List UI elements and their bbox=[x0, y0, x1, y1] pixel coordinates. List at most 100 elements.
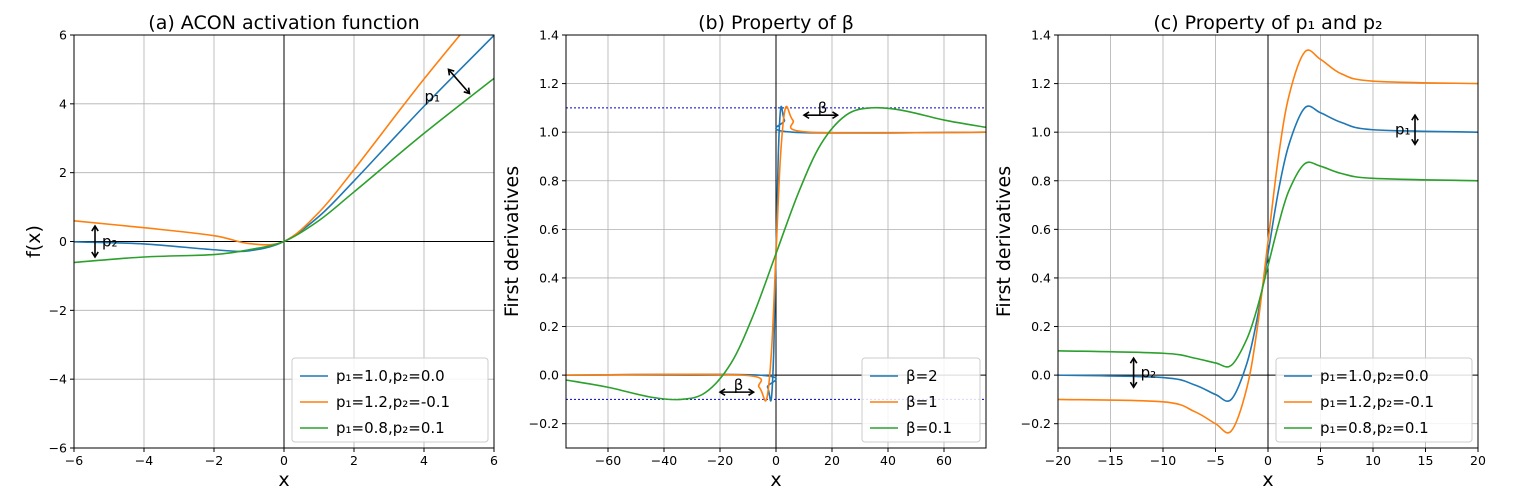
y-tick-label: 0.6 bbox=[1031, 222, 1051, 237]
x-tick-label: −4 bbox=[135, 453, 153, 468]
x-tick-label: 6 bbox=[490, 453, 498, 468]
legend: p₁=1.0,p₂=0.0 p₁=1.2,p₂=-0.1 p₁=0.8,p₂=0.1 bbox=[1275, 357, 1473, 443]
y-axis-label: First derivatives bbox=[501, 166, 523, 317]
x-tick-label: −6 bbox=[65, 453, 83, 468]
series-line-3 bbox=[1058, 161, 1478, 368]
x-tick-label: −5 bbox=[1206, 453, 1224, 468]
legend-box bbox=[861, 357, 981, 443]
legend-label: p₁=0.8,p₂=0.1 bbox=[1320, 419, 1429, 437]
x-tick-label: −20 bbox=[707, 453, 733, 468]
legend-box bbox=[1275, 357, 1473, 443]
y-tick-label: −4 bbox=[49, 372, 67, 387]
x-tick-label: −40 bbox=[651, 453, 677, 468]
y-tick-label: 1.4 bbox=[539, 28, 559, 43]
y-tick-label: 1.2 bbox=[1031, 76, 1051, 91]
x-tick-label: 10 bbox=[1365, 453, 1381, 468]
annotation-arrow-head-start bbox=[447, 68, 455, 76]
annotation-arrow-head-end bbox=[832, 111, 840, 120]
annotation-arrow-head-start bbox=[802, 111, 810, 120]
series-line-1 bbox=[1058, 105, 1478, 402]
legend-box bbox=[291, 357, 489, 443]
annotation-arrow-head-end bbox=[1129, 381, 1138, 389]
x-tick-label: −60 bbox=[595, 453, 621, 468]
y-tick-label: 0.2 bbox=[539, 319, 559, 334]
x-tick-label: 40 bbox=[880, 453, 896, 468]
y-tick-label: 0.6 bbox=[539, 222, 559, 237]
chart-title: (a) ACON activation function bbox=[148, 12, 419, 34]
y-tick-label: 4 bbox=[59, 96, 67, 111]
annotation-arrow bbox=[447, 68, 471, 95]
annotation-arrow-head-end bbox=[1411, 138, 1419, 146]
y-axis-label: First derivatives bbox=[993, 166, 1015, 317]
x-axis-label: x bbox=[770, 469, 781, 491]
x-tick-label: 15 bbox=[1418, 453, 1434, 468]
legend-label: p₁=1.0,p₂=0.0 bbox=[336, 367, 445, 385]
x-axis-label: x bbox=[1262, 469, 1273, 491]
series-line-3 bbox=[74, 77, 494, 264]
x-tick-label: 20 bbox=[1470, 453, 1486, 468]
legend-label: β=2 bbox=[906, 367, 938, 385]
x-tick-label: −2 bbox=[205, 453, 223, 468]
chart-title: (b) Property of β bbox=[698, 12, 854, 34]
x-tick-label: −10 bbox=[1150, 453, 1176, 468]
y-tick-label: 0.0 bbox=[539, 368, 559, 383]
chart-panel-2: −60 −40 −20 0 20 40 60 −0.2 0.0 0.2 0.4 0.6 0.8 1.0 1.… bbox=[501, 12, 987, 491]
annotation-2: p₁ bbox=[1395, 113, 1419, 146]
annotation-label: p₁ bbox=[1395, 121, 1411, 139]
annotation-arrow-head-start bbox=[1129, 356, 1138, 364]
y-tick-label: 2 bbox=[59, 165, 67, 180]
annotation-arrow-head-start bbox=[1411, 113, 1419, 121]
annotation-label: p₂ bbox=[102, 233, 118, 251]
annotation-2: p₁ bbox=[425, 68, 471, 106]
series-line-2 bbox=[1058, 49, 1478, 434]
annotation-label: β bbox=[734, 376, 744, 394]
y-tick-label: 0.8 bbox=[539, 173, 559, 188]
legend-label: p₁=1.2,p₂=-0.1 bbox=[1320, 393, 1434, 411]
annotation-arrow-head-end bbox=[463, 87, 471, 95]
x-tick-label: 0 bbox=[772, 453, 780, 468]
y-tick-label: 0.4 bbox=[539, 270, 559, 285]
chart-panel-3: −20 −15 −10 −5 0 5 10 15 20 −0.2 0.0 0.2 0.4 0.6 0.8 1.… bbox=[993, 12, 1486, 491]
legend-label: p₁=1.0,p₂=0.0 bbox=[1320, 367, 1429, 385]
y-tick-label: 1.0 bbox=[1031, 125, 1051, 140]
y-tick-label: 1.0 bbox=[539, 125, 559, 140]
y-tick-label: 1.2 bbox=[539, 76, 559, 91]
y-tick-label: −0.2 bbox=[529, 416, 559, 431]
annotation-arrow-head-end bbox=[748, 388, 756, 397]
chart-title: (c) Property of p₁ and p₂ bbox=[1153, 12, 1382, 34]
annotation-2: β bbox=[802, 99, 840, 120]
legend-label: β=0.1 bbox=[906, 419, 952, 437]
annotation-arrow-head-end bbox=[91, 251, 99, 259]
x-tick-label: 4 bbox=[420, 453, 428, 468]
x-tick-label: 0 bbox=[1264, 453, 1272, 468]
y-axis-label: f(x) bbox=[23, 225, 45, 258]
y-tick-label: 0.8 bbox=[1031, 173, 1051, 188]
chart-panel-1: −6 −4 −2 0 2 4 6 −6 −4 −2 0 2 4 6 (a) ACON activation … bbox=[23, 12, 498, 491]
legend-label: p₁=0.8,p₂=0.1 bbox=[336, 419, 445, 437]
x-tick-label: 60 bbox=[936, 453, 952, 468]
y-tick-label: −2 bbox=[49, 303, 67, 318]
x-tick-label: 20 bbox=[824, 453, 840, 468]
legend: p₁=1.0,p₂=0.0 p₁=1.2,p₂=-0.1 p₁=0.8,p₂=0.1 bbox=[291, 357, 489, 443]
x-tick-label: 5 bbox=[1317, 453, 1325, 468]
x-tick-label: −20 bbox=[1045, 453, 1071, 468]
y-tick-label: 0.4 bbox=[1031, 270, 1051, 285]
y-tick-label: 0.2 bbox=[1031, 319, 1051, 334]
annotation-label: p₂ bbox=[1141, 364, 1157, 382]
y-tick-label: 1.4 bbox=[1031, 28, 1051, 43]
annotation-label: β bbox=[818, 99, 828, 117]
legend-label: β=1 bbox=[906, 393, 938, 411]
annotation-label: p₁ bbox=[425, 88, 441, 106]
x-tick-label: 2 bbox=[350, 453, 358, 468]
annotation-1: p₂ bbox=[1129, 356, 1157, 389]
y-tick-label: −0.2 bbox=[1021, 416, 1051, 431]
legend: β=2 β=1 β=0.1 bbox=[861, 357, 981, 443]
annotation-1: β bbox=[718, 376, 756, 397]
x-tick-label: 0 bbox=[280, 453, 288, 468]
y-tick-label: 0 bbox=[59, 234, 67, 249]
legend-label: p₁=1.2,p₂=-0.1 bbox=[336, 393, 450, 411]
y-tick-label: 0.0 bbox=[1031, 368, 1051, 383]
series-line-3 bbox=[566, 106, 986, 401]
x-axis-label: x bbox=[278, 469, 289, 491]
